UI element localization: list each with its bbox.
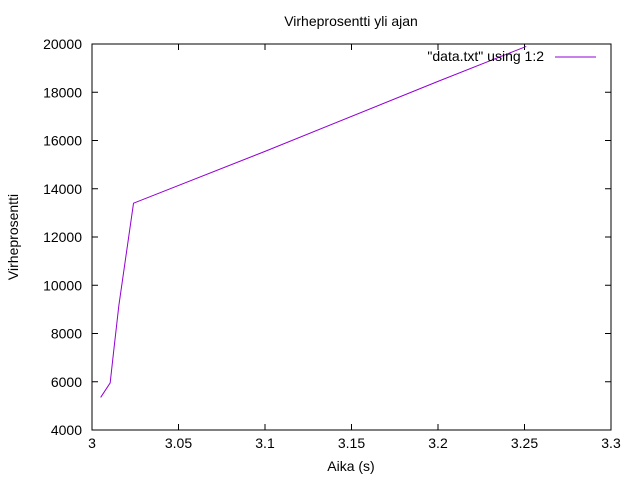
y-tick-label: 20000: [43, 36, 82, 52]
y-tick-label: 12000: [43, 229, 82, 245]
y-axis: 4000 6000 8000 10000 12000 14000 16000 18000 200…: [43, 36, 611, 438]
x-tick-label: 3.1: [255, 435, 275, 451]
x-axis: 3 3.05 3.1 3.15 3.2 3.25 3.3: [88, 44, 621, 451]
y-tick-label: 4000: [51, 422, 82, 438]
x-tick-label: 3.3: [601, 435, 621, 451]
y-tick-label: 18000: [43, 84, 82, 100]
x-tick-label: 3.05: [165, 435, 192, 451]
y-tick-label: 14000: [43, 181, 82, 197]
x-tick-label: 3.2: [428, 435, 448, 451]
series-layer: [100, 45, 527, 398]
x-tick-label: 3.15: [338, 435, 365, 451]
legend-label: "data.txt" using 1:2: [427, 48, 544, 64]
y-tick-label: 8000: [51, 326, 82, 342]
x-axis-label: Aika (s): [327, 458, 374, 474]
x-tick-label: 3.25: [511, 435, 538, 451]
y-tick-label: 16000: [43, 133, 82, 149]
series-line: [100, 45, 527, 398]
legend: "data.txt" using 1:2: [427, 48, 596, 64]
chart-title: Virheprosentti yli ajan: [284, 13, 418, 29]
y-tick-label: 10000: [43, 277, 82, 293]
y-axis-label: Virheprosentti: [5, 194, 21, 280]
x-tick-label: 3: [88, 435, 96, 451]
plot-frame: [91, 43, 612, 431]
y-tick-label: 6000: [51, 374, 82, 390]
plot-border: [91, 43, 612, 431]
